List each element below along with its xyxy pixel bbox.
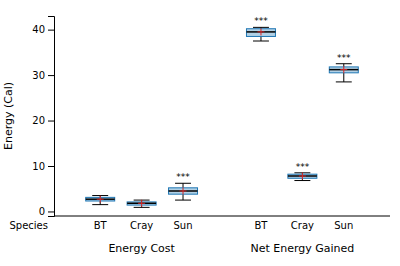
x-tick-label: BT	[254, 220, 268, 231]
mean-marker	[180, 188, 187, 195]
x-tick: Sun	[334, 220, 353, 231]
whisker-low	[343, 73, 344, 82]
mean-marker	[97, 196, 104, 203]
whisker-low	[260, 36, 261, 41]
y-tick: 10	[32, 161, 54, 172]
whisker-cap-high	[175, 183, 191, 184]
x-tick: Sun	[174, 220, 193, 231]
whisker-cap-low	[294, 180, 310, 181]
x-tick-label: Sun	[174, 220, 193, 231]
y-tick-mark	[48, 75, 54, 76]
texts: *** *** *** ***	[176, 16, 351, 182]
y-tick-label: 40	[32, 24, 45, 35]
box-plot	[127, 200, 156, 208]
whisker-cap-low	[92, 204, 108, 205]
x-tick-label: BT	[94, 220, 108, 231]
x-axis: BT Cray Sun	[94, 220, 193, 231]
whisker-low	[183, 194, 184, 200]
y-tick-label: 20	[32, 115, 45, 126]
chart-container: 0 10 20 30 40 *** *** *** *** BT Cray Sun Energy Cos…	[0, 0, 400, 266]
y-tick-mark	[48, 121, 54, 122]
significance-label: ***	[254, 16, 268, 26]
x-tick: Cray	[291, 220, 314, 231]
significance-label: ***	[337, 53, 351, 63]
box-plot	[246, 27, 275, 41]
box	[169, 188, 198, 194]
group-label: Net Energy Gained	[250, 242, 354, 255]
significance-label: ***	[176, 172, 190, 182]
mean-marker	[340, 66, 347, 73]
whisker-cap-low	[253, 41, 269, 42]
y-tick-mark	[48, 211, 54, 212]
x-tick-label: Cray	[130, 220, 153, 231]
box	[246, 29, 275, 37]
chart-svg: 0 10 20 30 40 *** *** *** *** BT Cray Sun Energy Cos…	[0, 0, 400, 266]
x-tick-label: Cray	[291, 220, 314, 231]
significance-label: ***	[296, 162, 310, 172]
x-axis: BT Cray Sun	[254, 220, 353, 231]
x-tick: Cray	[130, 220, 153, 231]
y-tick-mark	[48, 166, 54, 167]
y-axis-label: Energy (Cal)	[2, 82, 15, 150]
y-tick: 20	[32, 115, 54, 126]
y-tick: 40	[32, 24, 54, 35]
box-plot	[288, 173, 317, 181]
whisker-cap-low	[175, 200, 191, 201]
y-tick-mark	[48, 30, 54, 31]
box	[329, 67, 358, 73]
mean-marker	[299, 173, 306, 180]
whisker-cap-low	[336, 81, 352, 82]
marks	[86, 27, 359, 207]
whisker-cap-high	[336, 63, 352, 64]
y-tick-label: 0	[39, 206, 45, 217]
x-tick-label: Sun	[334, 220, 353, 231]
group-label: Energy Cost	[108, 242, 175, 255]
x-axis-label: Species	[10, 220, 49, 231]
mean-marker	[138, 200, 145, 207]
whisker-cap-low	[134, 207, 150, 208]
box-plot	[329, 64, 358, 82]
plot: 0 10 20 30 40 *** *** *** *** BT Cray Sun Energy Cos…	[2, 16, 390, 255]
whisker-high	[183, 183, 184, 188]
x-axis-line	[54, 216, 390, 217]
y-axis-line	[48, 17, 55, 217]
whisker-cap-high	[253, 27, 269, 28]
x-tick: BT	[254, 220, 268, 231]
y-tick-label: 30	[32, 70, 45, 81]
mean-marker	[257, 28, 264, 35]
y-tick: 0	[39, 206, 54, 217]
box-plot	[169, 183, 198, 200]
x-tick: BT	[94, 220, 108, 231]
y-tick: 30	[32, 70, 54, 81]
box-plot	[86, 196, 115, 205]
y-tick-label: 10	[32, 161, 45, 172]
y-axis: 0 10 20 30 40	[32, 17, 54, 218]
